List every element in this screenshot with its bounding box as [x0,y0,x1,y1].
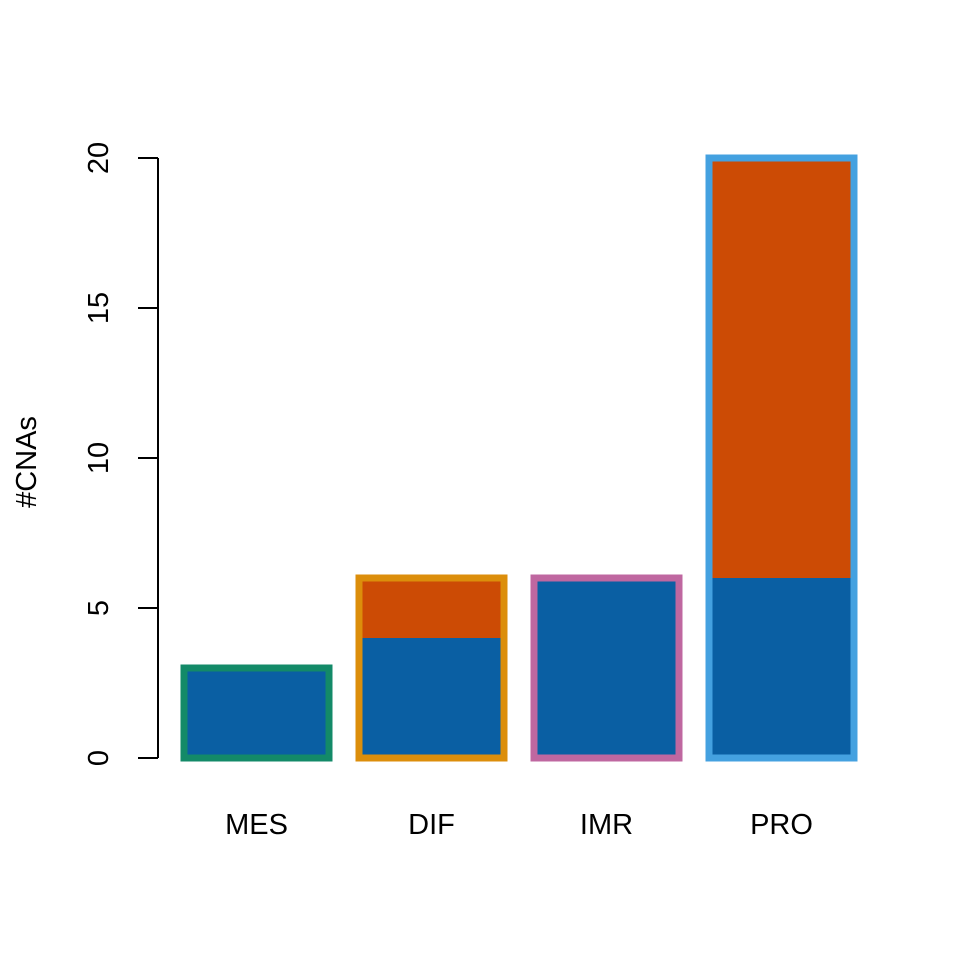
x-tick-label-pro: PRO [750,809,813,841]
x-axis-labels: MES DIF IMR PRO [225,809,813,841]
y-tick-label: 15 [83,292,115,324]
x-tick-label-mes: MES [225,809,288,841]
bar-segment-mes-series-1 [184,668,329,758]
bar-segment-imr-series-1 [534,578,679,758]
y-axis-label: #CNAs [11,416,43,508]
bar-border-dif [355,574,508,762]
y-tick-label: 10 [83,442,115,474]
y-tick-label: 5 [83,600,115,616]
y-axis: 0 5 10 15 20 [83,142,159,766]
bar-segment-pro-series-1 [709,578,854,758]
bar-border-pro [705,154,858,762]
bars-group [180,154,858,762]
bar-border-imr [530,574,683,762]
y-tick-label: 20 [83,142,115,174]
bar-segment-pro-series-2 [709,158,854,578]
bar-border-mes [180,664,333,762]
x-tick-label-dif: DIF [408,809,455,841]
bar-segment-dif-series-2 [359,578,504,638]
bar-segment-dif-series-1 [359,638,504,758]
y-tick-label: 0 [83,750,115,766]
x-tick-label-imr: IMR [580,809,633,841]
